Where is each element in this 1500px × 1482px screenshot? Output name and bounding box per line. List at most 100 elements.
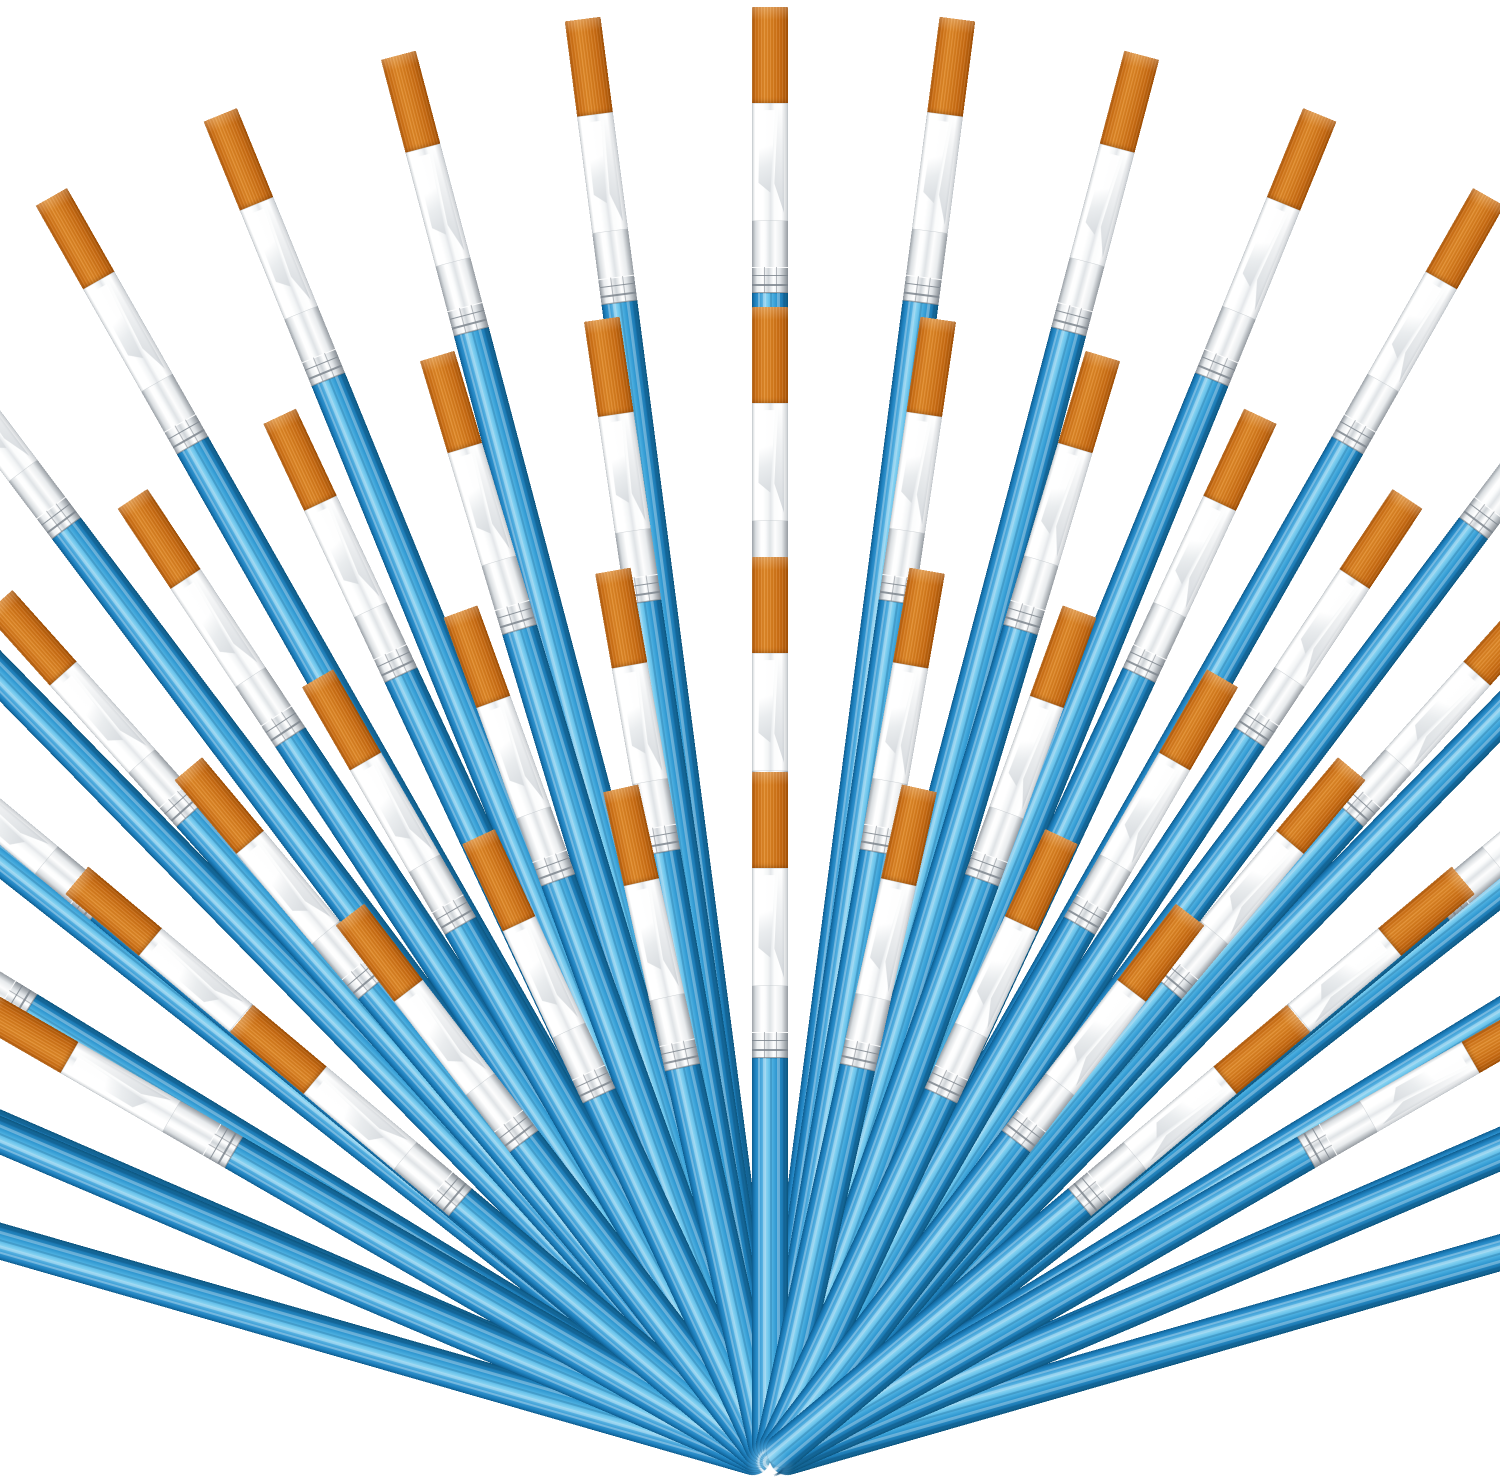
crimp-ridge: [752, 1049, 788, 1051]
brush-bristles: [35, 187, 115, 290]
brush-bristles: [1203, 408, 1277, 511]
metal-highlight: [1212, 309, 1237, 355]
paint-brush: [752, 772, 788, 1462]
crimp-ridge: [610, 277, 615, 304]
metal-highlight: [872, 779, 888, 827]
crimp-ridge: [517, 602, 527, 629]
brush-ferrule: [752, 653, 788, 771]
brush-bristles: [117, 488, 201, 589]
metal-highlight: [361, 611, 388, 656]
metal-highlight: [853, 995, 871, 1042]
crimp-ridge: [663, 1055, 699, 1065]
crimp-ridge: [645, 575, 651, 602]
crimp-ridge: [1008, 607, 1043, 620]
metal-highlight: [1092, 1148, 1133, 1184]
ferrule-shadow: [774, 105, 785, 214]
crimp-ridge: [841, 1055, 877, 1065]
crimp-ridge: [987, 857, 998, 883]
brush-bristles: [752, 7, 788, 103]
crimp-ridge: [752, 274, 788, 277]
metal-highlight: [1481, 464, 1500, 506]
crimp-ridge: [1217, 357, 1229, 383]
crimp-ridge: [621, 276, 627, 302]
crimp-ridge: [323, 352, 336, 378]
ferrule-fold: [758, 660, 776, 743]
handle-highlight: [757, 1058, 761, 1462]
ferrule-shadow: [774, 655, 785, 764]
ferrule-fold: [758, 110, 776, 193]
ferrule-fold: [758, 875, 776, 958]
metal-highlight: [759, 986, 768, 1032]
handle-highlight: [777, 1058, 781, 1462]
brush-metal-taper: [752, 221, 788, 267]
brush-ferrule: [239, 196, 318, 320]
metal-highlight: [291, 314, 316, 360]
brush-metal-taper: [906, 229, 948, 280]
crimp-ridge: [1074, 308, 1083, 334]
crimp-ridge: [851, 1040, 859, 1067]
metal-highlight: [15, 472, 49, 514]
brush-crimp-ring: [752, 267, 788, 293]
handle-highlight: [762, 1058, 767, 1462]
crimp-ridge: [904, 282, 941, 289]
crimp-ridge: [871, 825, 878, 852]
crimp-ridge: [600, 291, 637, 298]
crimp-ridge: [451, 318, 487, 330]
metal-highlight: [981, 809, 1004, 855]
metal-highlight: [1255, 671, 1287, 715]
crimp-ridge: [554, 853, 566, 879]
crimp-ridge: [775, 1032, 778, 1058]
crimp-ridge: [543, 857, 554, 883]
crimp-ridge: [1025, 606, 1035, 632]
metal-highlight: [1018, 558, 1039, 605]
crimp-ridge: [926, 277, 932, 304]
crimp-ridge: [763, 267, 766, 293]
crimp-ridge: [458, 307, 467, 334]
metal-highlight: [148, 384, 178, 428]
metal-highlight: [890, 529, 905, 577]
crimp-ridge: [661, 1045, 697, 1056]
ferrule-fold: [758, 410, 776, 493]
ferrule-shadow: [774, 405, 785, 514]
brush-ferrule: [577, 112, 629, 234]
brush-ferrule: [1222, 196, 1301, 320]
crimp-ridge: [752, 1039, 788, 1042]
crimp-ridge: [312, 357, 325, 382]
metal-highlight: [166, 1119, 210, 1149]
crimp-ridge: [1055, 309, 1091, 321]
metal-highlight: [242, 678, 274, 722]
metal-highlight: [1140, 605, 1167, 651]
brush-bristles: [927, 16, 976, 117]
crimp-ridge: [449, 309, 485, 321]
crimp-ridge: [903, 291, 940, 298]
brush-ferrule: [1069, 143, 1135, 267]
brush-ferrule: [752, 868, 788, 986]
brush-bristles: [752, 772, 788, 868]
brush-bristles: [752, 307, 788, 403]
crimp-ridge: [470, 304, 479, 331]
crimp-ridge: [863, 1043, 871, 1070]
brush-ferrule: [911, 112, 963, 234]
brush-ferrule: [83, 271, 173, 392]
metal-highlight: [1351, 377, 1381, 422]
crimp-ridge: [763, 1032, 766, 1058]
crimp-ridge: [890, 575, 896, 602]
brush-bristles: [1339, 488, 1423, 589]
brush-ferrule: [1367, 271, 1457, 392]
metal-highlight: [913, 230, 927, 277]
crimp-ridge: [682, 1040, 690, 1067]
metal-highlight: [443, 262, 462, 310]
brush-ferrule: [752, 103, 788, 221]
crimp-ridge: [752, 284, 788, 286]
brush-bristles: [203, 108, 274, 211]
crimp-ridge: [1014, 603, 1024, 629]
metal-highlight: [489, 561, 510, 608]
crimp-ridge: [1062, 305, 1071, 331]
handle-highlight: [770, 1058, 772, 1462]
brush-metal-taper: [592, 229, 634, 280]
handle-highlight: [782, 1058, 785, 1462]
ferrule-shadow: [774, 870, 785, 979]
brush-bristles: [564, 16, 613, 117]
